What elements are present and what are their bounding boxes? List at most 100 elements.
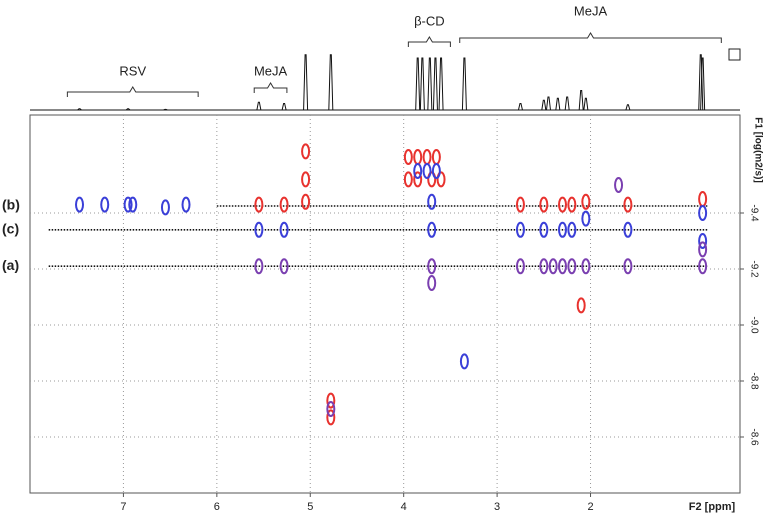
cross-peak (160, 199, 170, 216)
spectrum-peak (583, 97, 589, 111)
cross-peak (123, 196, 133, 213)
row-label: (c) (2, 221, 19, 237)
square-icon (728, 48, 741, 61)
region-label: MeJA (254, 63, 288, 78)
cross-peak (427, 171, 437, 188)
x-tick-label: 7 (120, 501, 126, 513)
y-tick-label: -9.2 (748, 260, 759, 278)
cross-peak (614, 177, 624, 193)
spectrum-peak (461, 57, 467, 111)
row-label: (b) (2, 197, 20, 213)
cross-peak (698, 191, 708, 207)
cross-peak (75, 196, 85, 213)
cross-peak (427, 193, 437, 210)
spectrum-peak (281, 103, 287, 111)
cross-peak (422, 163, 432, 179)
spectrum-peak (77, 108, 82, 111)
spectrum-peak (256, 101, 262, 111)
region-label: RSV (119, 63, 146, 78)
spectrum-peak (517, 103, 523, 111)
row-label: (a) (2, 257, 19, 273)
cross-peak (515, 196, 525, 213)
spectrum-peak (415, 57, 421, 111)
cross-peak (100, 196, 110, 213)
cross-peak (558, 196, 567, 213)
x-axis-label: F2 [ppm] (689, 501, 736, 513)
spectrum-peak (700, 57, 706, 111)
spectrum-peak (427, 57, 433, 111)
spectrum-peak (545, 96, 551, 111)
cross-peak (581, 258, 591, 275)
x-tick-label: 3 (494, 501, 500, 513)
cross-peak (301, 193, 311, 210)
region-bracket (66, 86, 199, 97)
cross-peak (548, 258, 558, 275)
cross-peak (181, 196, 191, 213)
cross-peak (128, 196, 138, 213)
spectrum-peak (564, 96, 570, 111)
cross-peak (698, 241, 708, 258)
cross-peak (698, 233, 708, 249)
cross-peak (581, 210, 591, 227)
cross-peak (539, 196, 549, 213)
cross-peak (623, 196, 633, 213)
cross-peak (279, 221, 289, 238)
cross-peak (413, 163, 423, 179)
y-tick-label: -8.8 (748, 372, 759, 390)
cross-peak (567, 196, 577, 213)
spectrum-peak (541, 99, 547, 111)
cross-peak (427, 258, 437, 275)
cross-peak (515, 221, 525, 238)
region-label: MeJA (574, 3, 608, 18)
cross-peak (254, 196, 264, 213)
cross-peak (254, 221, 264, 238)
cross-peak (436, 171, 446, 188)
cross-peak (623, 221, 633, 238)
region-label: β-CD (414, 13, 445, 28)
x-tick-label: 6 (214, 501, 220, 513)
cross-peak (326, 401, 336, 417)
cross-peak (427, 275, 437, 291)
spectrum-peak (555, 97, 561, 111)
cross-peak (279, 258, 289, 275)
cross-peak (567, 258, 577, 275)
y-axis-label: F1 [log(m2/s)] (752, 117, 763, 183)
spectrum-peak (125, 108, 131, 111)
y-tick-label: -9.4 (748, 204, 759, 222)
plot-frame (29, 114, 741, 494)
cross-peak (623, 258, 633, 275)
spectrum-peak (303, 54, 309, 111)
cross-peak (403, 171, 413, 188)
region-bracket (459, 32, 722, 43)
cross-peak (422, 149, 432, 165)
spectrum-peak (163, 108, 168, 111)
cross-peak (413, 149, 423, 165)
cross-peak (539, 258, 549, 275)
cross-peak (576, 297, 586, 314)
cross-peak (279, 196, 289, 213)
cross-peak (301, 143, 311, 160)
cross-peak (431, 163, 441, 179)
cross-peak (431, 149, 441, 165)
cross-peak (558, 221, 567, 238)
cross-peak (427, 221, 437, 238)
y-tick-label: -9.0 (748, 316, 759, 334)
cross-peak (567, 221, 577, 238)
spectrum-peak (578, 90, 584, 111)
spectrum-peak (432, 57, 438, 111)
region-bracket (407, 36, 451, 47)
x-tick-label: 4 (401, 501, 407, 513)
cross-peak (698, 205, 708, 221)
x-tick-label: 2 (587, 501, 593, 513)
spectrum-peak (328, 54, 334, 111)
cross-peak (326, 392, 336, 409)
cross-peak (581, 193, 591, 210)
spectrum-peak (698, 54, 704, 111)
spectrum-peak (625, 104, 631, 111)
y-tick-label: -8.6 (748, 428, 759, 446)
cross-peak (515, 258, 525, 275)
x-tick-label: 5 (307, 501, 313, 513)
cross-peak (698, 258, 708, 275)
